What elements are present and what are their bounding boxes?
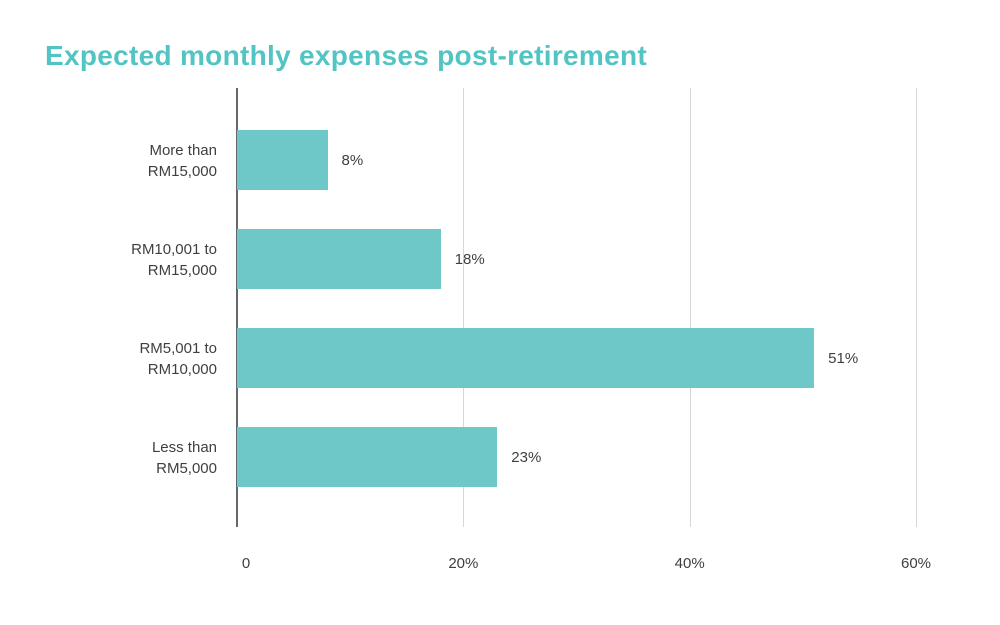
category-label-line: RM10,000 (147, 360, 217, 378)
bar (237, 130, 328, 190)
category-label: RM5,001 to RM10,000 (45, 309, 217, 408)
bar (237, 229, 441, 289)
category-label: More than RM15,000 (45, 111, 217, 210)
bar-row: 18% (237, 210, 916, 309)
value-label: 23% (511, 449, 542, 466)
chart-title: Expected monthly expenses post-retiremen… (45, 40, 648, 71)
value-label: 8% (341, 152, 364, 169)
category-label-line: RM5,000 (156, 459, 217, 477)
gridline (916, 88, 917, 527)
plot-area: 8% 18% 51% 23% (236, 88, 917, 527)
x-tick-label: 40% (674, 555, 705, 572)
x-tick-label: 20% (448, 555, 479, 572)
bar-row: 51% (237, 309, 916, 408)
gridline (463, 88, 465, 527)
y-axis-line (236, 88, 238, 527)
category-label-line: RM15,000 (147, 162, 217, 180)
bar-row: 8% (237, 111, 916, 210)
category-label-line: RM5,001 to (139, 339, 217, 357)
bar (237, 427, 498, 487)
gridline (689, 88, 691, 527)
x-tick-label: 60% (900, 555, 932, 572)
value-label: 51% (828, 350, 859, 367)
category-label-line: RM10,001 to (131, 240, 217, 258)
x-tick-label: 0 (241, 555, 251, 572)
value-label: 18% (454, 251, 485, 268)
category-label-line: Less than (151, 438, 217, 456)
bar-row: 23% (237, 408, 916, 507)
bar (237, 328, 815, 388)
category-label: Less than RM5,000 (45, 408, 217, 507)
category-label-line: More than (149, 141, 217, 159)
category-label: RM10,001 to RM15,000 (45, 210, 217, 309)
category-label-line: RM15,000 (147, 261, 217, 279)
